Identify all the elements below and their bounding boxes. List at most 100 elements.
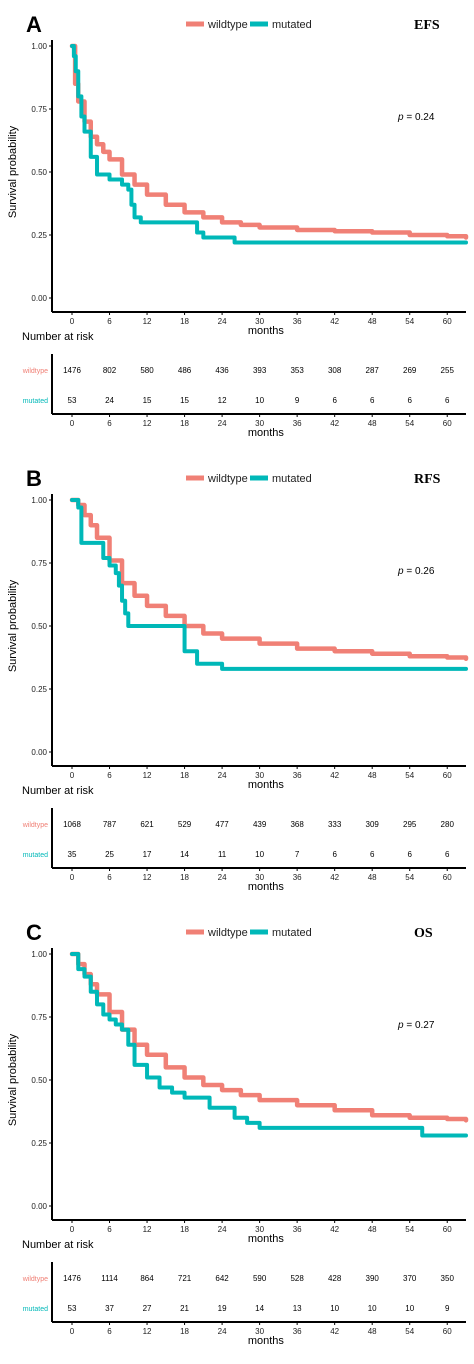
survival-curve-wildtype [69, 951, 469, 1123]
risk-x-tick-label: 60 [443, 1327, 452, 1336]
panel-letter: A [26, 12, 42, 37]
panel-c: C OS wildtype mutated 0.00 0.25 0.50 0.75 1.00 Su… [7, 920, 469, 1347]
risk-count: 309 [366, 820, 380, 829]
p-value-number: = 0.27 [406, 1020, 435, 1031]
p-value-symbol: p [397, 566, 404, 577]
x-tick-label: 48 [368, 771, 377, 780]
risk-count: 269 [403, 366, 417, 375]
risk-count: 1114 [101, 1274, 118, 1283]
risk-x-tick-label: 42 [330, 873, 339, 882]
risk-x-tick-label: 60 [443, 419, 452, 428]
endpoint-label: OS [414, 926, 433, 941]
risk-x-tick-label: 6 [107, 419, 112, 428]
risk-count: 350 [441, 1274, 455, 1283]
legend-label-mutated: mutated [272, 473, 312, 485]
risk-count: 10 [255, 396, 264, 405]
y-tick-label: 0.00 [31, 294, 47, 303]
risk-count: 1476 [63, 366, 81, 375]
x-tick-label: 30 [255, 317, 264, 326]
p-value-number: = 0.26 [406, 566, 435, 577]
legend-label-mutated: mutated [272, 927, 312, 939]
risk-count: 13 [293, 1304, 302, 1313]
risk-count: 368 [290, 820, 304, 829]
risk-count: 6 [445, 850, 450, 859]
x-tick-label: 48 [368, 317, 377, 326]
risk-count: 12 [218, 396, 227, 405]
risk-count: 529 [178, 820, 192, 829]
risk-x-tick-label: 54 [405, 873, 414, 882]
panel-a: A EFS wildtype mutated 0.00 0.25 0.50 0.75 1.00 S… [7, 12, 469, 439]
x-tick-label: 36 [293, 1225, 302, 1234]
risk-row-label-wildtype: wildtype [22, 368, 48, 375]
risk-x-tick-label: 54 [405, 1327, 414, 1336]
risk-count: 6 [332, 850, 337, 859]
risk-count: 353 [290, 366, 304, 375]
risk-count: 787 [103, 820, 117, 829]
risk-count: 14 [255, 1304, 264, 1313]
x-axis-title: months [248, 779, 285, 791]
x-tick-label: 0 [70, 1225, 75, 1234]
risk-count: 255 [441, 366, 455, 375]
y-tick-label: 0.25 [31, 231, 47, 240]
risk-count: 27 [143, 1304, 152, 1313]
risk-x-axis-title: months [248, 1335, 285, 1347]
risk-count: 1068 [63, 820, 81, 829]
x-tick-label: 30 [255, 771, 264, 780]
risk-x-tick-label: 6 [107, 1327, 112, 1336]
risk-x-tick-label: 18 [180, 1327, 189, 1336]
y-tick-label: 0.00 [31, 748, 47, 757]
risk-count: 10 [330, 1304, 339, 1313]
risk-count: 9 [445, 1304, 450, 1313]
endpoint-label: EFS [414, 18, 440, 33]
y-tick-label: 1.00 [31, 950, 47, 959]
p-value: p = 0.26 [397, 566, 435, 577]
survival-curve-wildtype [69, 43, 469, 240]
x-tick-label: 6 [107, 317, 112, 326]
risk-count: 295 [403, 820, 417, 829]
risk-count: 287 [366, 366, 380, 375]
x-tick-label: 54 [405, 1225, 414, 1234]
risk-x-tick-label: 12 [143, 1327, 152, 1336]
x-tick-label: 18 [180, 1225, 189, 1234]
p-value: p = 0.27 [397, 1020, 435, 1031]
risk-count: 17 [143, 850, 152, 859]
risk-x-tick-label: 48 [368, 1327, 377, 1336]
y-tick-label: 1.00 [31, 42, 47, 51]
panel-letter: C [26, 920, 42, 945]
risk-x-tick-label: 36 [293, 873, 302, 882]
risk-x-tick-label: 0 [70, 1327, 75, 1336]
legend-label-wildtype: wildtype [207, 927, 248, 939]
risk-count: 1476 [63, 1274, 81, 1283]
x-tick-label: 18 [180, 317, 189, 326]
risk-count: 14 [180, 850, 189, 859]
x-tick-label: 54 [405, 317, 414, 326]
y-axis-title: Survival probability [7, 579, 19, 672]
x-tick-label: 48 [368, 1225, 377, 1234]
y-tick-label: 0.75 [31, 1013, 47, 1022]
risk-table-title: Number at risk [22, 331, 94, 343]
x-tick-label: 42 [330, 1225, 339, 1234]
x-tick-label: 30 [255, 1225, 264, 1234]
survival-curve-mutated [70, 952, 468, 1138]
x-tick-label: 12 [143, 317, 152, 326]
risk-x-tick-label: 42 [330, 1327, 339, 1336]
risk-count: 53 [68, 1304, 77, 1313]
panel-b: B RFS wildtype mutated 0.00 0.25 0.50 0.75 1.00 S… [7, 466, 469, 893]
survival-curve-mutated [70, 498, 468, 671]
legend: wildtype mutated [186, 473, 312, 485]
risk-x-tick-label: 30 [255, 1327, 264, 1336]
risk-x-axis-title: months [248, 427, 285, 439]
x-tick-label: 12 [143, 1225, 152, 1234]
risk-x-tick-label: 36 [293, 419, 302, 428]
risk-count: 25 [105, 850, 114, 859]
risk-count: 21 [180, 1304, 189, 1313]
risk-x-tick-label: 42 [330, 419, 339, 428]
y-tick-label: 0.75 [31, 559, 47, 568]
p-value-number: = 0.24 [406, 112, 435, 123]
x-tick-label: 42 [330, 771, 339, 780]
risk-count: 477 [215, 820, 229, 829]
risk-count: 6 [370, 396, 375, 405]
risk-count: 590 [253, 1274, 267, 1283]
